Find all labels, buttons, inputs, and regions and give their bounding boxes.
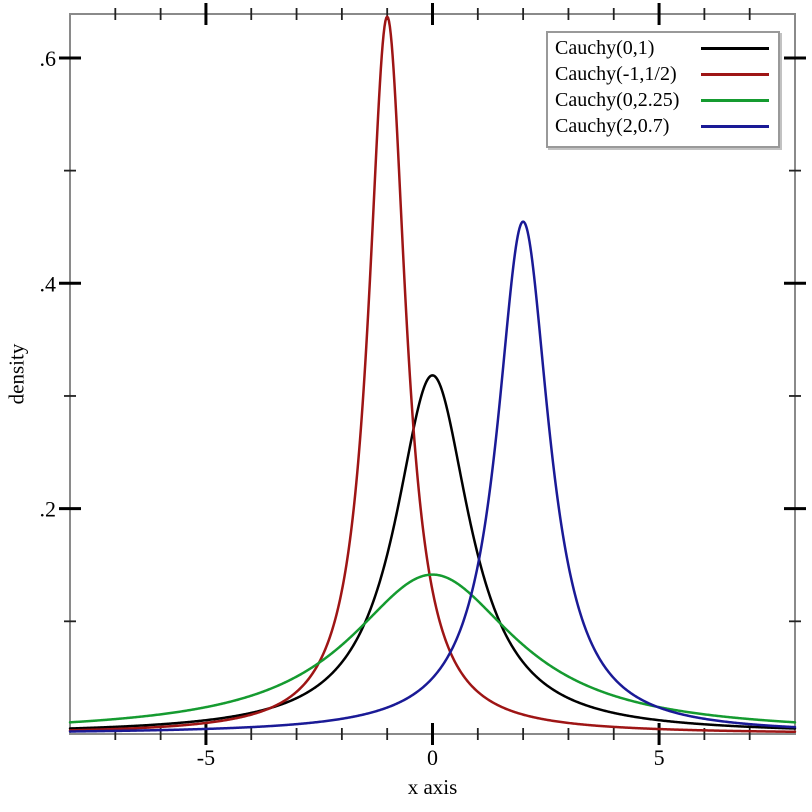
density-curve (68, 15, 797, 734)
axis-tick-labels: -5 0 5 .2 .4 .6 (40, 46, 665, 770)
y-tick-label: .2 (40, 497, 57, 522)
legend-item: Cauchy(2,0.7) (555, 113, 771, 139)
y-tick-label: .4 (40, 271, 57, 296)
x-tick-label: -5 (197, 745, 215, 770)
legend-item: Cauchy(-1,1/2) (555, 61, 771, 87)
density-curve (68, 220, 797, 733)
y-tick-label: .6 (40, 46, 57, 71)
density-curves (68, 15, 797, 734)
legend-item: Cauchy(0,1) (555, 35, 771, 61)
legend-label: Cauchy(0,2.25) (555, 89, 680, 111)
axis-ticks (59, 3, 806, 745)
x-axis-title: x axis (407, 775, 458, 799)
y-axis-title: density (4, 343, 29, 405)
legend-line-swatch (701, 124, 769, 128)
legend-label: Cauchy(-1,1/2) (555, 63, 677, 85)
x-tick-label: 0 (427, 745, 438, 770)
legend-label: Cauchy(0,1) (555, 37, 655, 59)
legend: Cauchy(0,1) Cauchy(-1,1/2) Cauchy(0,2.25… (546, 31, 780, 148)
density-curve (68, 573, 797, 724)
x-tick-label: 5 (654, 745, 665, 770)
legend-line-swatch (701, 98, 769, 102)
legend-line-swatch (701, 72, 769, 76)
legend-item: Cauchy(0,2.25) (555, 87, 771, 113)
legend-line-swatch (701, 46, 769, 50)
density-curve (68, 374, 797, 730)
legend-label: Cauchy(2,0.7) (555, 115, 670, 137)
